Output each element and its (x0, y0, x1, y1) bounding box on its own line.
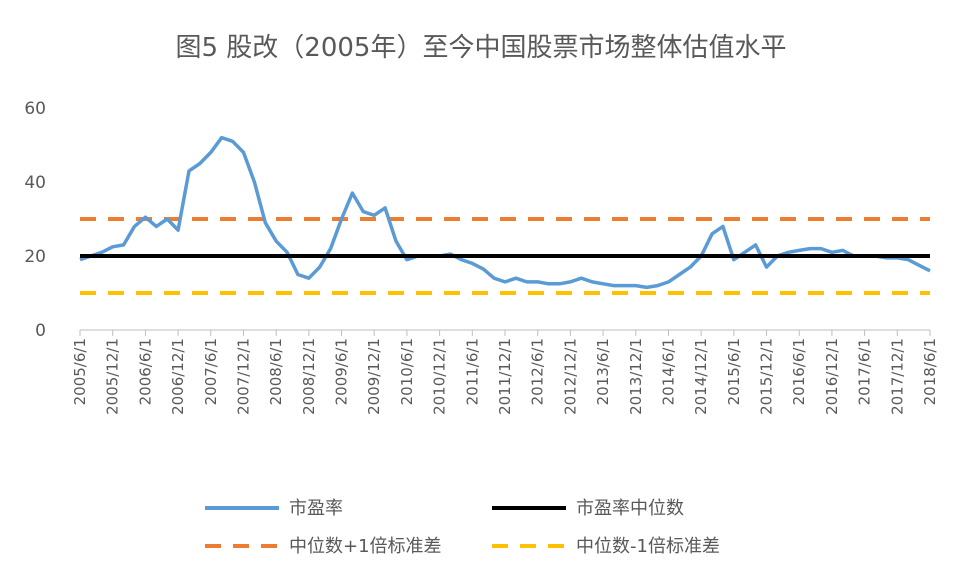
x-tick-label: 2012/12/1 (561, 338, 579, 415)
y-axis: 0 20 40 60 (24, 99, 46, 341)
y-tick-label: 40 (24, 173, 46, 193)
x-tick-label: 2018/6/1 (921, 338, 939, 405)
chart-title: 图5 股改（2005年）至今中国股票市场整体估值水平 (176, 33, 787, 63)
x-tick-label: 2010/12/1 (431, 338, 449, 415)
plot-lines (79, 135, 931, 295)
x-tick-label: 2014/6/1 (659, 338, 677, 405)
x-tick-label: 2016/6/1 (790, 338, 808, 405)
x-tick-label: 2017/6/1 (856, 338, 874, 405)
x-tick-label: 2016/12/1 (823, 338, 841, 415)
legend-label-2: 中位数+1倍标准差 (289, 536, 442, 557)
x-tick-label: 2017/12/1 (888, 338, 906, 415)
legend-label-0: 市盈率 (289, 498, 343, 519)
x-tick-label: 2005/12/1 (104, 338, 122, 415)
legend-label-3: 中位数-1倍标准差 (576, 536, 720, 557)
y-tick-label: 20 (24, 247, 46, 267)
x-tick-label: 2013/12/1 (627, 338, 645, 415)
y-tick-label: 60 (24, 99, 46, 119)
x-tick-label: 2011/6/1 (463, 338, 481, 405)
x-tick-label: 2007/12/1 (234, 338, 252, 415)
x-tick-label: 2009/12/1 (365, 338, 383, 415)
x-tick-label: 2006/12/1 (169, 338, 187, 415)
series-line-0 (79, 135, 931, 290)
x-tick-label: 2009/6/1 (333, 338, 351, 405)
x-tick-label: 2010/6/1 (398, 338, 416, 405)
x-tick-label: 2006/6/1 (136, 338, 154, 405)
y-tick-label: 0 (35, 321, 46, 341)
x-tick-label: 2007/6/1 (202, 338, 220, 405)
legend-label-1: 市盈率中位数 (576, 498, 684, 519)
x-tick-label: 2013/6/1 (594, 338, 612, 405)
x-tick-label: 2005/6/1 (71, 338, 89, 405)
x-tick-label: 2015/6/1 (725, 338, 743, 405)
x-tick-label: 2014/12/1 (692, 338, 710, 415)
x-axis: 2005/6/1 2005/12/1 2006/6/1 2006/12/1 2007/6… (71, 329, 939, 415)
x-tick-label: 2015/12/1 (758, 338, 776, 415)
x-tick-label: 2008/6/1 (267, 338, 285, 405)
x-tick-label: 2012/6/1 (529, 338, 547, 405)
x-tick-label: 2011/12/1 (496, 338, 514, 415)
x-tick-label: 2008/12/1 (300, 338, 318, 415)
